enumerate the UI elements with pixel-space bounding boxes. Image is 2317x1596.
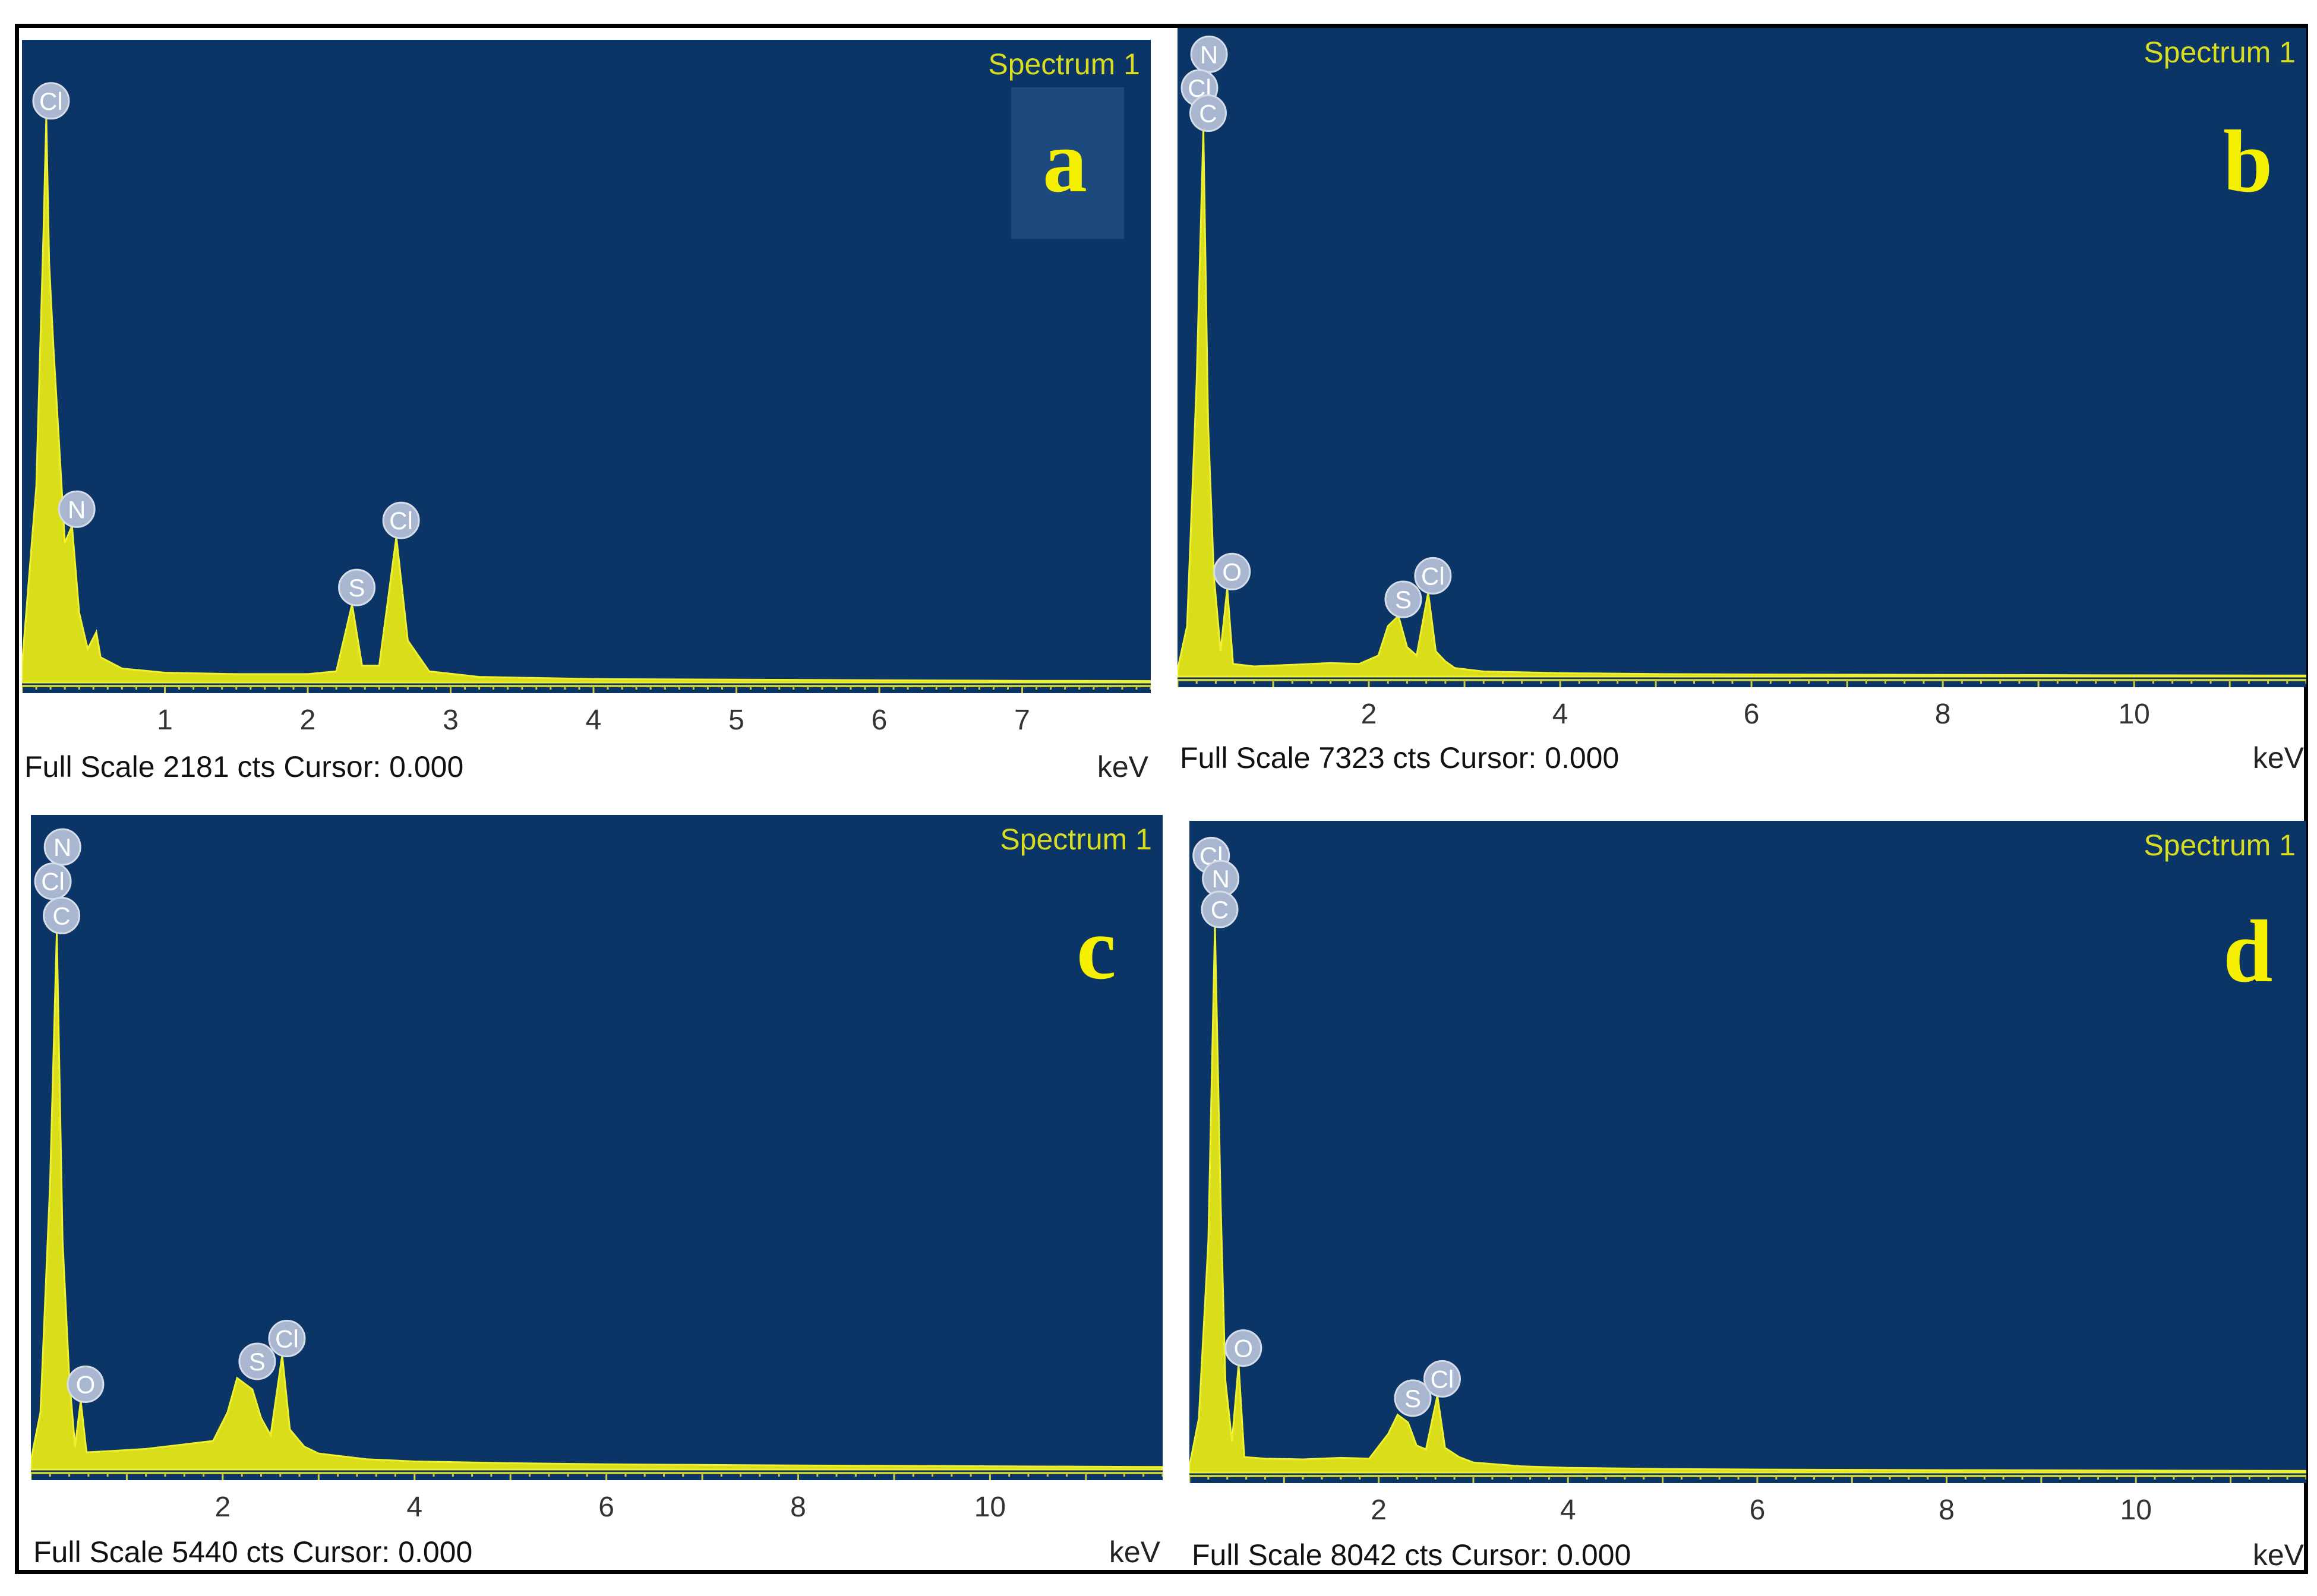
x-tick-label: 4 (406, 1491, 423, 1523)
peak-marker (1189, 94, 1227, 132)
x-axis: 2 4 6 8 10 Full Scale 8042 cts Cursor: 0.000… (1189, 1483, 2306, 1572)
peak-label: N (68, 495, 86, 523)
spectrum-series (22, 117, 1151, 684)
x-tick-label: 4 (1552, 699, 1568, 730)
peak-label: N (53, 833, 71, 861)
x-axis: 2 4 6 8 10 Full Scale 7323 cts Cursor: 0.000… (1178, 687, 2306, 775)
peak-marker (58, 490, 96, 528)
peak-label: Cl (389, 507, 413, 535)
peak-label: N (1200, 40, 1218, 68)
x-tick-label: 2 (299, 704, 316, 736)
x-tick-label: 5 (728, 704, 744, 736)
x-tick-label: 6 (1749, 1494, 1766, 1526)
x-axis-unit: keV (2252, 1538, 2304, 1572)
spectrum-chart: N Cl C O S Cl (31, 828, 1163, 1480)
plot-area: N Cl C O S Cl c Spectrum 1 (31, 815, 1163, 1480)
x-tick-label: 3 (443, 704, 459, 736)
x-axis: 2 4 6 8 10 Full Scale 5440 cts Cursor: 0.000… (31, 1480, 1163, 1569)
peak-label: N (1211, 865, 1229, 893)
peak-marker (268, 1320, 306, 1358)
plot-area: N Cl C O S Cl b Spectrum 1 (1178, 28, 2306, 687)
peak-label: Cl (1431, 1365, 1454, 1393)
x-tick-label: 8 (1934, 699, 1951, 730)
x-axis-unit: keV (1109, 1535, 1160, 1569)
peak-marker (1213, 552, 1251, 590)
peak-marker (1201, 890, 1239, 928)
spectrum-label: Spectrum 1 (2144, 36, 2296, 69)
x-tick-label: 2 (1371, 1494, 1387, 1526)
x-tick-label: 10 (2118, 699, 2150, 730)
peak-label: Cl (1421, 562, 1445, 590)
peak-label: C (1199, 100, 1217, 128)
panel-letter: a (1043, 112, 1087, 211)
peak-label: Cl (275, 1325, 299, 1353)
plot-area: Cl N C O S Cl d Spectrum 1 (1189, 821, 2306, 1483)
figure-frame: Cl N S Cl a Spectrum 1 1 2 3 4 5 6 7 Full Scale 2… (15, 24, 2308, 1574)
x-tick-label: 8 (1939, 1494, 1955, 1526)
peak-marker (43, 896, 81, 934)
peak-label: Cl (39, 87, 63, 115)
x-tick-label: 6 (598, 1491, 614, 1523)
x-tick-label: 6 (871, 704, 888, 736)
peak-marker (1414, 557, 1452, 595)
x-axis-unit: keV (1097, 750, 1148, 783)
spectrum-label: Spectrum 1 (988, 48, 1140, 81)
peak-label: S (1395, 586, 1412, 614)
peak-label: S (349, 574, 365, 602)
peak-marker (382, 501, 420, 539)
panel-b: N Cl C O S Cl b Spectrum 1 2 4 6 8 10 Full Scale … (1178, 28, 2306, 775)
peak-marker (1224, 1329, 1262, 1367)
x-tick-label: 4 (1560, 1494, 1576, 1526)
spectrum-label: Spectrum 1 (1000, 823, 1152, 856)
spectrum-series (1178, 129, 2306, 678)
spectrum-label: Spectrum 1 (2144, 829, 2296, 862)
full-scale-readout: Full Scale 5440 cts Cursor: 0.000 (33, 1535, 473, 1569)
panel-a: Cl N S Cl a Spectrum 1 1 2 3 4 5 6 7 Full Scale 2… (22, 40, 1151, 783)
spectrum-series (31, 932, 1163, 1471)
x-axis: 1 2 3 4 5 6 7 Full Scale 2181 cts Cursor: 0.00… (22, 693, 1151, 783)
x-tick-label: 2 (214, 1491, 231, 1523)
peak-label: Cl (41, 868, 65, 896)
spectrum-chart: Cl N S Cl (22, 82, 1151, 693)
peak-marker (338, 568, 376, 606)
full-scale-readout: Full Scale 8042 cts Cursor: 0.000 (1192, 1538, 1631, 1572)
full-scale-readout: Full Scale 7323 cts Cursor: 0.000 (1180, 741, 1620, 775)
spectrum-series (1189, 926, 2306, 1474)
peak-label: C (1211, 896, 1229, 924)
peak-marker (32, 82, 70, 120)
peak-marker (43, 828, 81, 866)
peak-label: O (1234, 1335, 1254, 1363)
plot-area: Cl N S Cl a Spectrum 1 (22, 40, 1151, 693)
x-tick-label: 2 (1360, 699, 1377, 730)
x-tick-label: 7 (1014, 704, 1030, 736)
peak-label: O (76, 1371, 96, 1399)
peak-marker (67, 1366, 105, 1404)
full-scale-readout: Full Scale 2181 cts Cursor: 0.000 (24, 750, 464, 783)
x-tick-label: 10 (974, 1491, 1006, 1523)
peak-marker (1394, 1379, 1432, 1417)
peak-label: O (1222, 558, 1242, 586)
panel-c: N Cl C O S Cl c Spectrum 1 2 4 6 8 10 Full Scale … (31, 815, 1163, 1569)
panel-letter: b (2223, 112, 2273, 211)
peak-marker (238, 1342, 276, 1380)
peak-marker (1384, 580, 1422, 618)
peak-label: S (249, 1348, 266, 1376)
letter-highlight (1011, 87, 1124, 239)
x-tick-label: 4 (585, 704, 602, 736)
panel-letter: c (1077, 899, 1116, 998)
x-tick-label: 6 (1743, 699, 1760, 730)
peak-label: C (52, 902, 70, 930)
panel-letter: d (2223, 902, 2273, 1001)
peak-label: S (1404, 1385, 1421, 1412)
x-axis-unit: keV (2252, 741, 2304, 775)
x-tick-label: 8 (790, 1491, 806, 1523)
panel-d: Cl N C O S Cl d Spectrum 1 2 4 6 8 10 Full Scale … (1189, 821, 2306, 1572)
peak-marker (1423, 1360, 1461, 1398)
x-tick-label: 1 (157, 704, 173, 736)
x-tick-label: 10 (2120, 1494, 2152, 1526)
